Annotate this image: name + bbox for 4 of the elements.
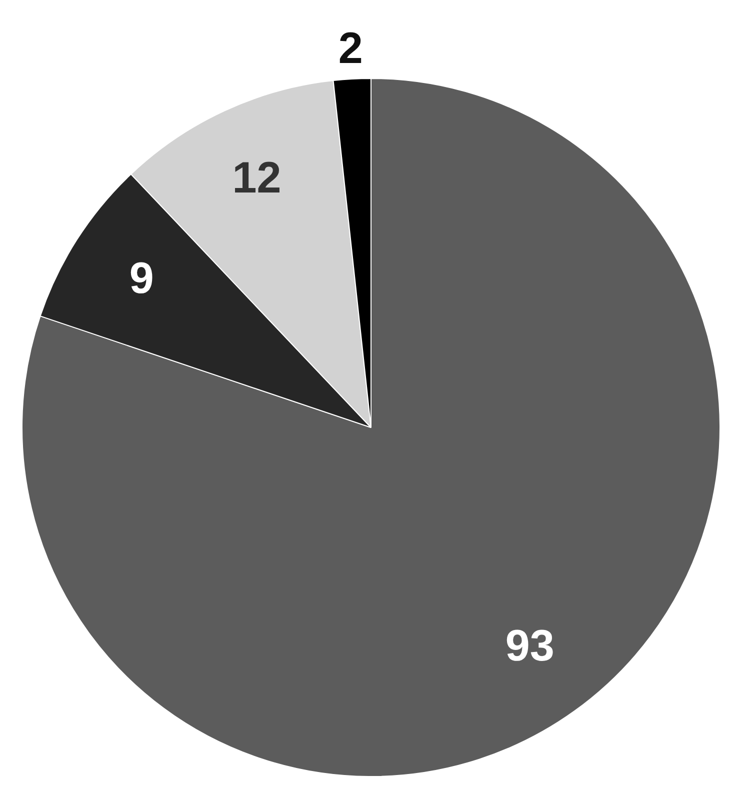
data-label: 12: [232, 154, 282, 203]
data-label: 2: [338, 24, 363, 74]
data-label: 93: [505, 622, 554, 671]
data-label: 9: [129, 254, 154, 304]
